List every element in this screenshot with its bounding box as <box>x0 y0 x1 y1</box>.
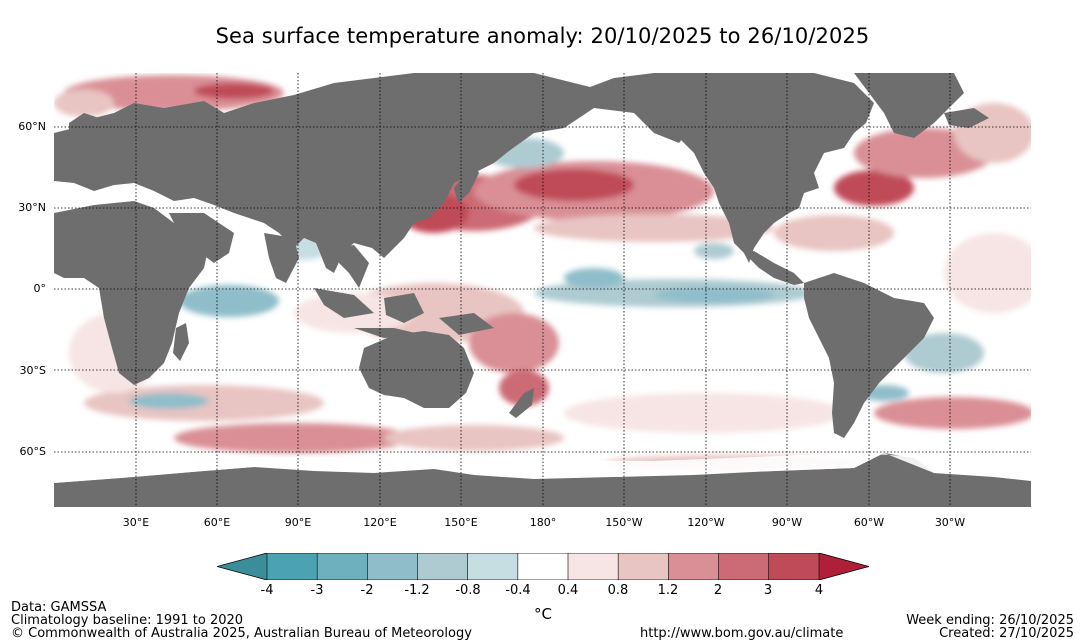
colorbar-swatch <box>317 553 368 580</box>
sea-ice <box>54 453 1031 483</box>
colorbar-swatch <box>367 553 418 580</box>
colorbar-tick-label: -0.4 <box>505 583 531 598</box>
lat-label-60n: 60°N <box>18 120 46 133</box>
colorbar-swatch <box>618 553 669 580</box>
colorbar <box>217 553 869 580</box>
lat-label-30n: 30°N <box>18 201 46 214</box>
lon-label-150w: 150°W <box>605 516 643 529</box>
colorbar-tick-label: 4 <box>814 583 824 598</box>
colorbar-tick-label: 3 <box>763 583 773 598</box>
lat-label-equator: 0° <box>33 282 47 295</box>
colorbar-swatch <box>267 553 318 580</box>
colorbar-tick-label: -4 <box>260 583 274 598</box>
climatology-baseline: Climatology baseline: 1991 to 2020 <box>11 613 244 628</box>
source-url[interactable]: http://www.bom.gov.au/climate <box>640 626 844 641</box>
colorbar-swatch <box>467 553 518 580</box>
lon-label-60e: 60°E <box>203 516 231 529</box>
colorbar-swatch <box>668 553 719 580</box>
lon-label-60w: 60°W <box>853 516 885 529</box>
lon-label-90w: 90°W <box>771 516 803 529</box>
map-canvas <box>54 73 1031 507</box>
colorbar-tick-label: 0.8 <box>607 583 629 598</box>
colorbar-tick-label: 1.2 <box>657 583 679 598</box>
graticule <box>54 73 1031 507</box>
map-title: Sea surface temperature anomaly: 20/10/2… <box>215 24 870 48</box>
lat-label-60s: 60°S <box>19 445 46 458</box>
data-source: Data: GAMSSA <box>11 600 107 615</box>
colorbar-unit: °C <box>534 605 552 623</box>
colorbar-extend-high <box>819 553 869 580</box>
lon-label-180: 180° <box>529 516 557 529</box>
colorbar-tick-label: -3 <box>310 583 324 598</box>
lon-label-30w: 30°W <box>934 516 966 529</box>
sst-anomaly-map <box>54 73 1031 507</box>
lat-label-30s: 30°S <box>19 364 46 377</box>
lon-label-120w: 120°W <box>687 516 725 529</box>
colorbar-tick-label: 2 <box>713 583 723 598</box>
copyright-notice: © Commonwealth of Australia 2025, Austra… <box>11 626 472 641</box>
colorbar-swatch <box>568 553 619 580</box>
colorbar-tick-label: -2 <box>360 583 374 598</box>
colorbar-tick-label: -0.8 <box>455 583 481 598</box>
colorbar-tick-label: 0.4 <box>557 583 579 598</box>
lon-label-150e: 150°E <box>444 516 478 529</box>
colorbar-swatch <box>718 553 769 580</box>
lon-label-90e: 90°E <box>284 516 312 529</box>
colorbar-tick-label: -1.2 <box>404 583 430 598</box>
colorbar-swatch <box>768 553 819 580</box>
colorbar-swatch <box>517 553 568 580</box>
colorbar-extend-low <box>217 553 267 580</box>
lon-label-120e: 120°E <box>363 516 397 529</box>
colorbar-swatch <box>417 553 468 580</box>
lon-label-30e: 30°E <box>122 516 150 529</box>
week-ending: Week ending: 26/10/2025 <box>906 613 1074 628</box>
created-date: Created: 27/10/2025 <box>939 626 1074 641</box>
